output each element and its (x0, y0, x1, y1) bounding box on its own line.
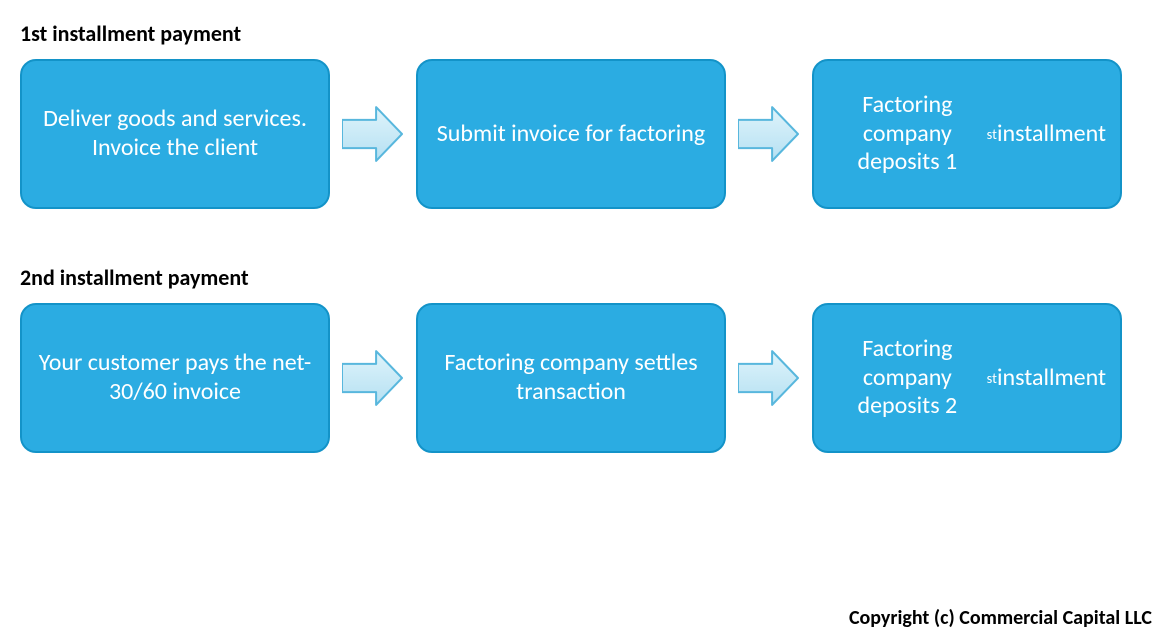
step-box: Submit invoice for factoring (416, 59, 726, 209)
flow-row-2: Your customer pays the net-30/60 invoice… (20, 303, 1154, 453)
arrow-icon (734, 102, 804, 166)
step-box: Factoring company deposits 1st installme… (812, 59, 1122, 209)
section-title-1: 1st installment payment (20, 20, 1154, 47)
step-box: Factoring company deposits 2st installme… (812, 303, 1122, 453)
arrow-icon (734, 346, 804, 410)
arrow-icon (338, 102, 408, 166)
step-box: Your customer pays the net-30/60 invoice (20, 303, 330, 453)
copyright-text: Copyright (c) Commercial Capital LLC (849, 606, 1152, 630)
flow-row-1: Deliver goods and services. Invoice the … (20, 59, 1154, 209)
step-box: Factoring company settles transaction (416, 303, 726, 453)
arrow-icon (338, 346, 408, 410)
section-title-2: 2nd installment payment (20, 264, 1154, 291)
step-box: Deliver goods and services. Invoice the … (20, 59, 330, 209)
diagram-page: 1st installment payment Deliver goods an… (0, 0, 1174, 640)
